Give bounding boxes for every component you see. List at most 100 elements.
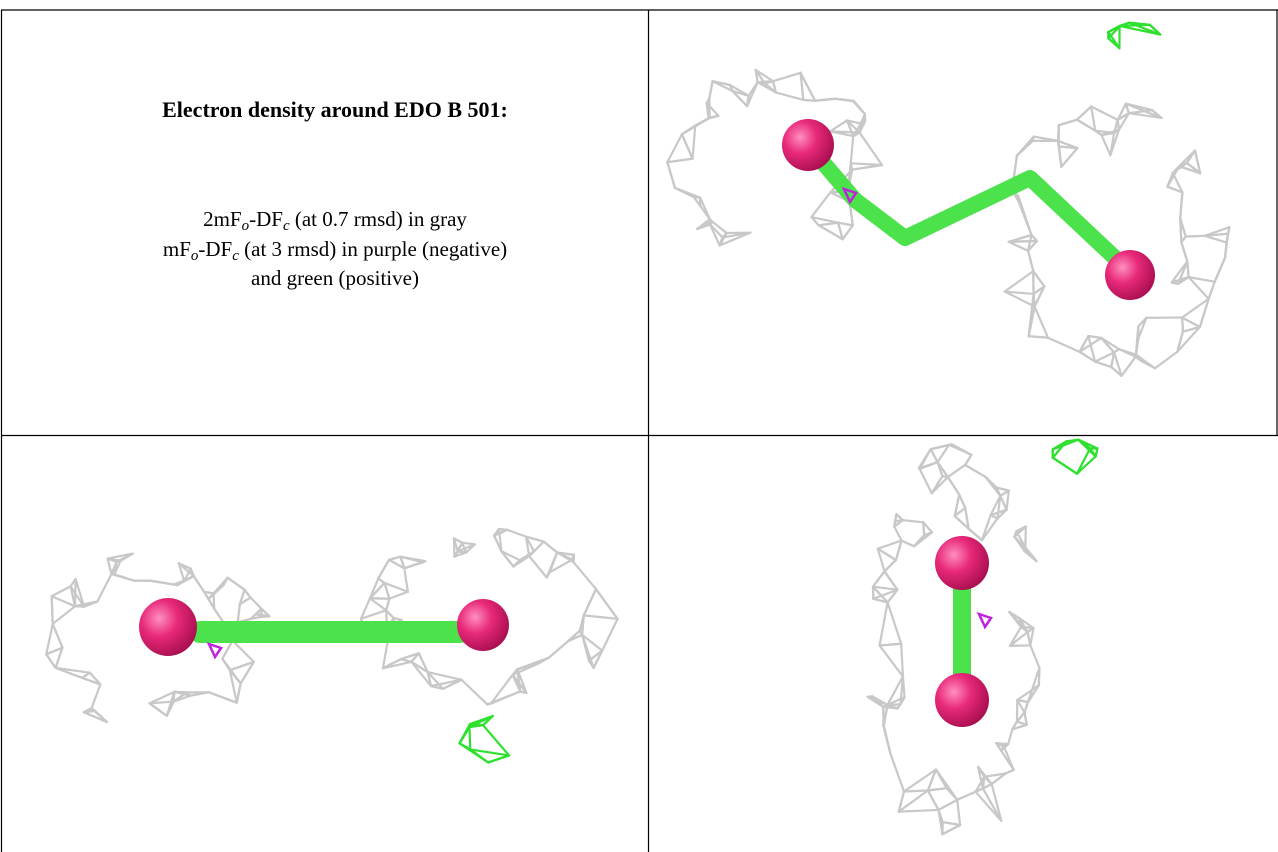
mesh-edge	[981, 775, 986, 790]
mesh-edge	[93, 709, 108, 724]
mesh-edge	[243, 588, 252, 599]
mesh-edge	[1184, 234, 1206, 238]
oxygen-atom	[782, 119, 834, 171]
mesh-edge	[1000, 742, 1010, 752]
mesh-edge	[901, 519, 925, 524]
mesh-edge	[524, 535, 545, 543]
mesh-edge	[1060, 147, 1079, 168]
mesh-edge	[359, 609, 388, 620]
subscript: o	[241, 218, 250, 234]
mesh-edge	[1057, 145, 1063, 168]
mesh-edge	[106, 557, 113, 576]
mesh-edge	[207, 691, 238, 704]
mesh-edge	[601, 617, 619, 652]
mesh-edge	[226, 576, 246, 591]
mesh-edge	[1016, 684, 1040, 702]
mesh-edge	[1110, 351, 1116, 369]
mesh-edge	[845, 119, 855, 138]
mesh-edge	[113, 559, 122, 576]
text: (at 3 rmsd) in purple (negative)	[238, 237, 508, 261]
mesh-edge	[506, 528, 528, 538]
mesh-edge	[403, 561, 425, 570]
mesh-edge	[1093, 360, 1113, 369]
mesh-edge	[417, 652, 429, 674]
mesh-edge	[974, 790, 1003, 823]
mesh-edge	[845, 119, 863, 125]
negative-density	[976, 611, 993, 630]
subscript: c	[232, 248, 239, 264]
mesh-edge	[731, 89, 749, 108]
density-mesh	[45, 552, 271, 724]
mesh-edge	[1170, 260, 1189, 284]
mesh-edge	[1015, 530, 1027, 549]
mesh-edge	[528, 555, 548, 579]
mesh-edge	[828, 119, 849, 133]
text: (at 0.7 rmsd) in gray	[289, 207, 467, 231]
mesh-edge	[983, 772, 1007, 778]
mesh-edge	[1017, 199, 1033, 237]
mesh-edge	[858, 120, 867, 134]
mesh-edge	[235, 682, 242, 704]
mesh-edge	[1171, 165, 1181, 175]
mesh-edge	[922, 521, 926, 537]
mesh-edge	[1051, 456, 1079, 475]
mesh-edge	[148, 702, 168, 717]
mesh-edge	[202, 590, 215, 595]
mesh-edge	[481, 724, 511, 757]
mesh-edge	[872, 588, 899, 600]
mesh-edge	[458, 722, 472, 745]
mesh-edge	[1118, 24, 1162, 36]
mesh-edge	[1112, 351, 1123, 377]
mesh-edge	[228, 669, 242, 685]
mesh-edge	[902, 789, 929, 793]
text: -DF	[198, 237, 233, 261]
mesh-edge	[1027, 305, 1036, 338]
mesh-edge	[1023, 701, 1030, 714]
density-mesh	[866, 443, 1041, 836]
mesh-edge	[936, 443, 951, 464]
mesh-edge	[238, 588, 246, 606]
mesh-edge	[731, 89, 750, 97]
mesh-edge	[177, 562, 186, 583]
mesh-edge	[1134, 325, 1140, 356]
mesh-edge	[897, 790, 906, 813]
mesh-edge	[923, 531, 934, 537]
mesh-edge	[54, 646, 64, 669]
mesh-edge	[532, 540, 545, 553]
mesh-edge	[1148, 23, 1162, 36]
mesh-edge	[883, 570, 899, 591]
mesh-edge	[1015, 525, 1027, 533]
mesh-edge	[1180, 241, 1189, 263]
mesh-edge	[1118, 23, 1151, 28]
mesh-edge	[886, 675, 905, 707]
mesh-edge	[183, 575, 195, 583]
mesh-edge	[399, 555, 406, 570]
mesh-edge	[189, 567, 195, 578]
mesh-edge	[82, 709, 96, 714]
mesh-edge	[497, 527, 503, 553]
mesh-edge	[1179, 217, 1183, 244]
mesh-edge	[388, 590, 409, 600]
mesh-edge	[878, 642, 903, 647]
mesh-edge	[542, 540, 559, 554]
mesh-edge	[941, 820, 962, 827]
density-mesh	[1003, 102, 1231, 377]
mesh-edge	[359, 597, 372, 620]
mesh-edge	[981, 787, 1003, 823]
mesh-edge	[900, 539, 916, 548]
mesh-edge	[1029, 644, 1041, 669]
mesh-edge	[1090, 105, 1119, 121]
mesh-edge	[984, 475, 998, 489]
mesh-edge	[711, 220, 728, 235]
mesh-edge	[469, 748, 511, 757]
mesh-edge	[260, 607, 271, 618]
mesh-edge	[45, 646, 64, 656]
mesh-edge	[876, 539, 903, 550]
mesh-edge	[946, 463, 967, 479]
mesh-edge	[817, 221, 840, 227]
text: 2mF	[203, 207, 242, 231]
mesh-edge	[1008, 625, 1023, 647]
mesh-edge	[1186, 260, 1190, 279]
mesh-edge	[680, 133, 694, 160]
